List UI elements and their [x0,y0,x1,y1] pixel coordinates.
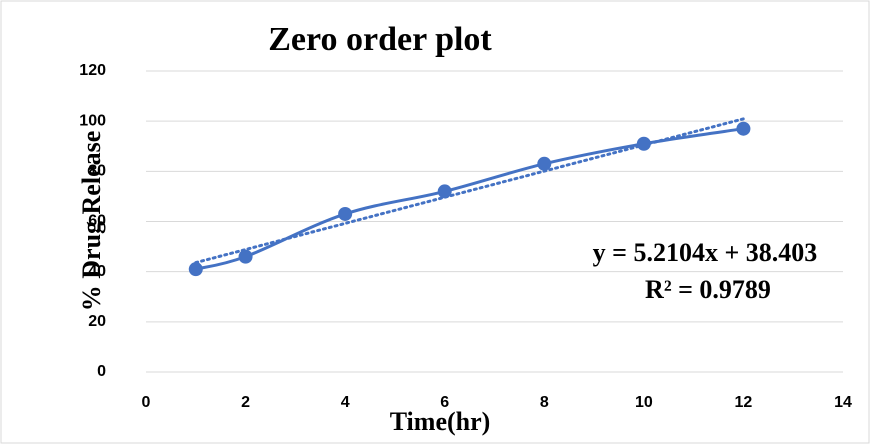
y-tick-label: 60 [88,213,106,230]
data-point [537,156,552,171]
x-tick-label: 8 [540,394,549,411]
data-point [736,121,751,136]
trendline [194,117,745,265]
x-tick-label: 6 [440,394,449,411]
data-point [188,262,203,277]
data-point [338,206,353,221]
equation-label: y = 5.2104x + 38.403 [593,238,818,267]
data-point [437,184,452,199]
x-axis-label: Time(hr) [390,407,491,436]
chart-title: Zero order plot [268,21,492,58]
y-tick-label: 40 [88,263,106,280]
y-tick-label: 100 [79,112,106,129]
x-tick-label: 4 [341,394,350,411]
r-squared-label: R² = 0.9789 [645,275,771,304]
y-tick-label: 0 [97,363,106,380]
x-tick-label: 10 [635,394,653,411]
x-tick-label: 2 [241,394,250,411]
x-tick-label: 12 [735,394,753,411]
y-tick-label: 120 [79,62,106,79]
x-tick-label: 14 [834,394,852,411]
y-axis-label: % Drug Release [77,131,106,312]
data-point [636,136,651,151]
y-tick-label: 20 [88,313,106,330]
y-tick-label: 80 [88,163,106,180]
data-point [238,249,253,264]
x-tick-label: 0 [142,394,151,411]
